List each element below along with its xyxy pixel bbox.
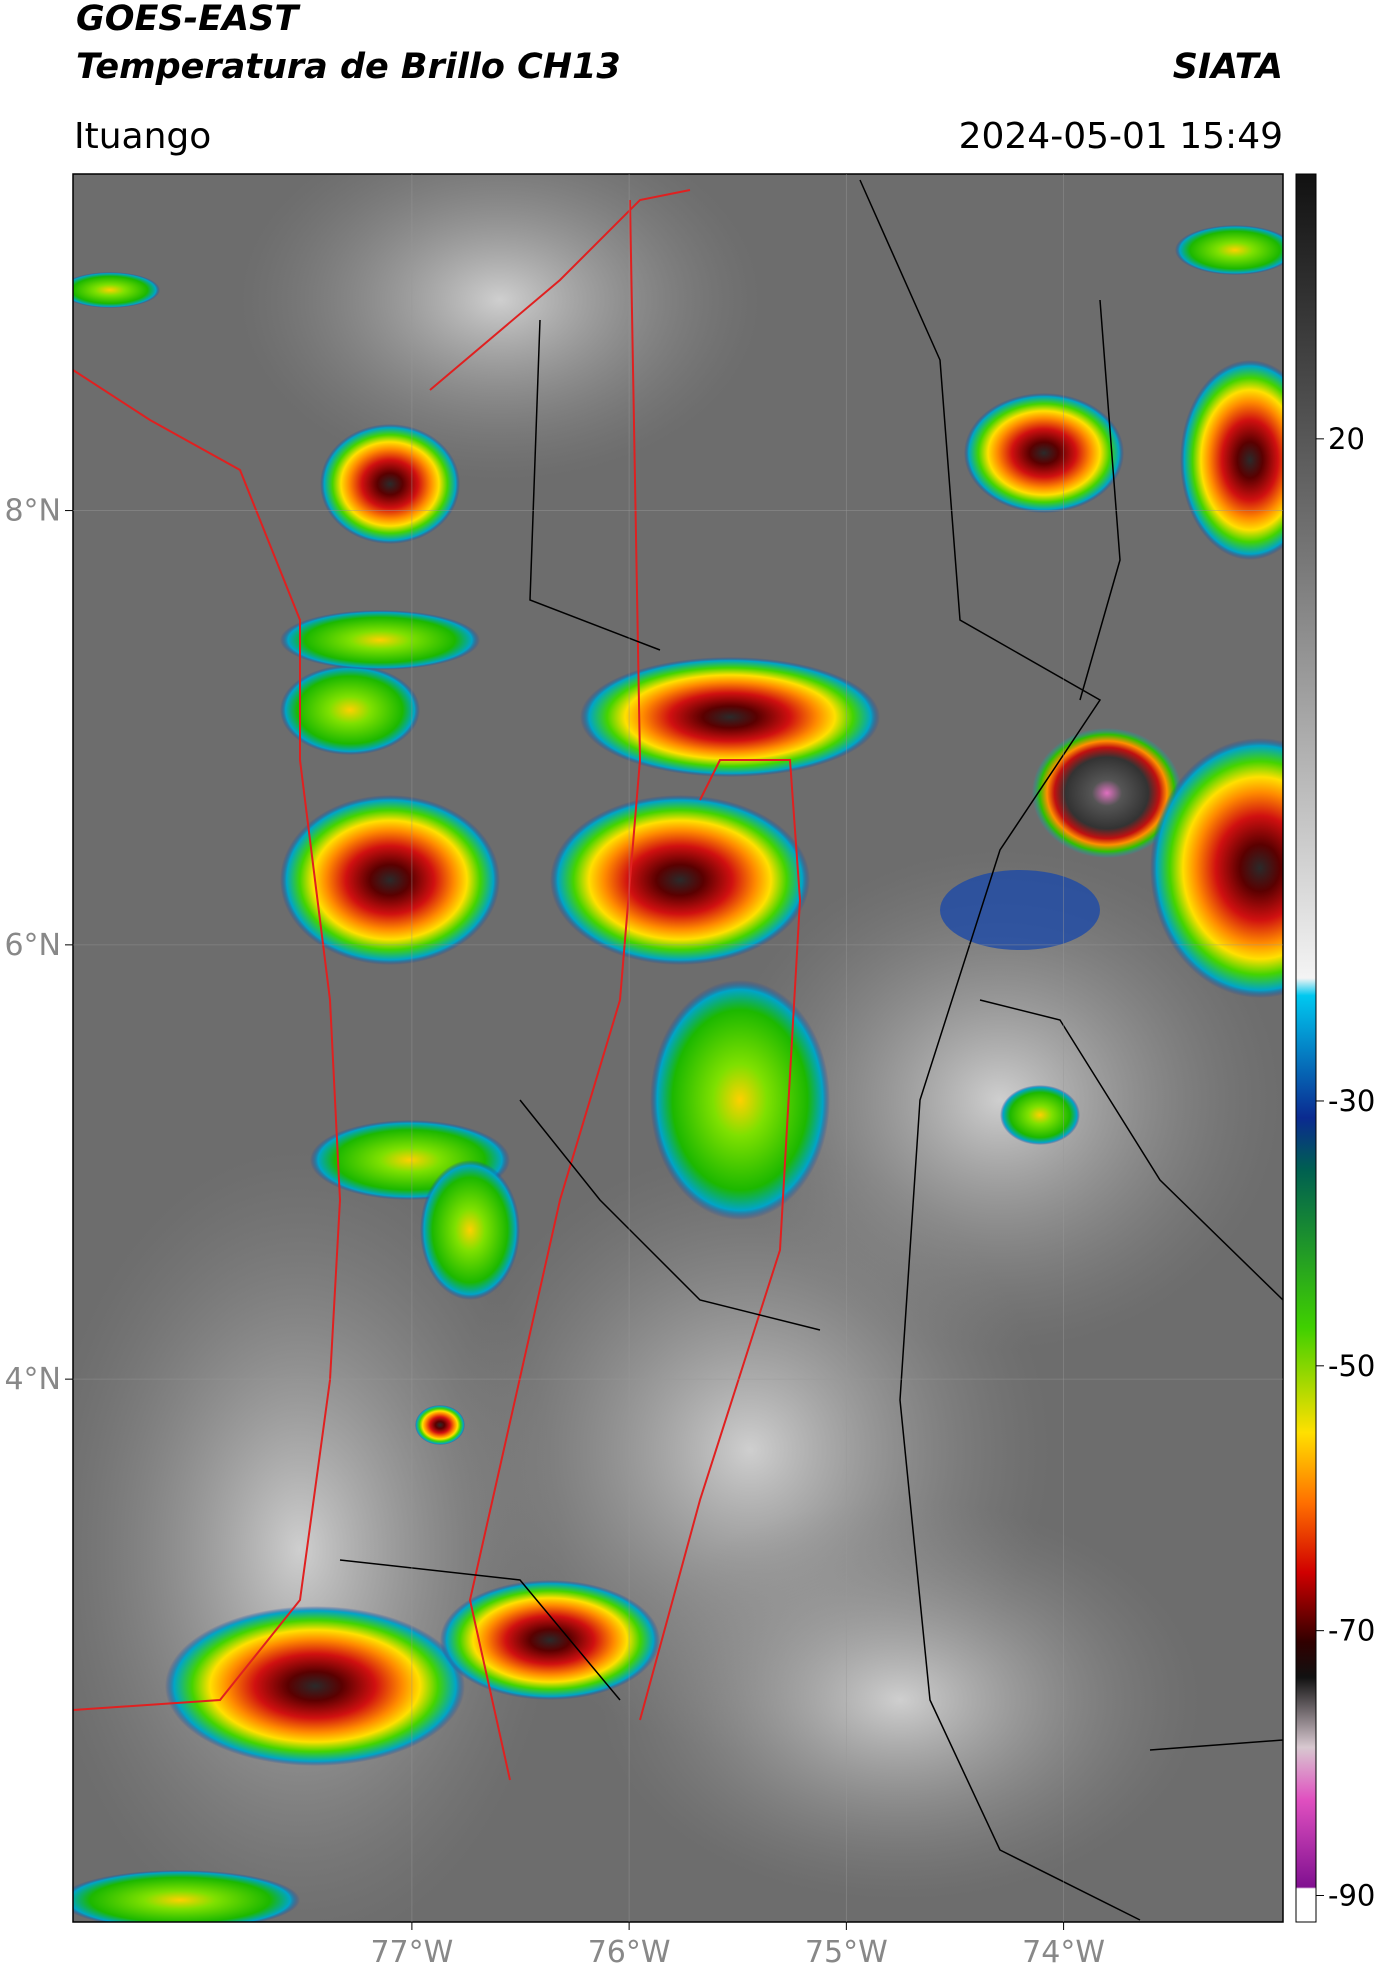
y-tick-label: 4°N xyxy=(4,1362,61,1397)
colorbar xyxy=(1295,173,1317,1923)
colorbar-tick-label: -90 xyxy=(1328,1879,1375,1913)
timestamp: 2024-05-01 15:49 xyxy=(959,116,1283,157)
colorbar-tick-label: -50 xyxy=(1328,1349,1375,1383)
x-tick-label: 74°W xyxy=(1022,1935,1105,1970)
x-tick-label: 77°W xyxy=(370,1935,453,1970)
brand: SIATA xyxy=(1173,47,1283,87)
colorbar-tick-label: -30 xyxy=(1328,1084,1375,1118)
colorbar-tick-label: -70 xyxy=(1328,1614,1375,1648)
y-tick-label: 6°N xyxy=(4,928,61,963)
subtitle: Temperatura de Brillo CH13 xyxy=(76,47,621,87)
satellite-image xyxy=(73,174,1283,1922)
title: GOES-EAST xyxy=(76,0,301,39)
map-frame xyxy=(72,173,1284,1923)
x-tick-label: 76°W xyxy=(588,1935,671,1970)
colorbar-tick-label: 20 xyxy=(1328,422,1365,456)
y-tick-label: 8°N xyxy=(4,494,61,529)
x-tick-label: 75°W xyxy=(805,1935,888,1970)
location: Ituango xyxy=(74,116,211,157)
